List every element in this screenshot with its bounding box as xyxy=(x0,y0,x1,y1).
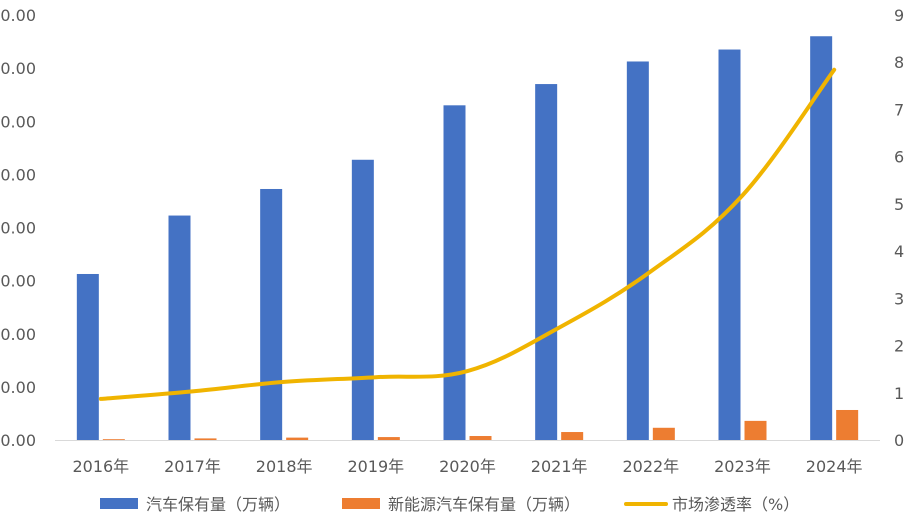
vehicle-total-bar xyxy=(719,50,741,440)
nev-bar xyxy=(378,437,400,440)
x-axis-tick-label: 2020年 xyxy=(439,457,496,476)
vehicle-total-bar xyxy=(352,160,374,440)
vehicle-total-bar xyxy=(535,84,557,440)
vehicle-total-bar xyxy=(260,189,282,440)
left-axis-tick-label: 140.00 xyxy=(0,59,36,78)
legend-swatch xyxy=(342,498,380,509)
nev-bar xyxy=(745,421,767,440)
nev-bar xyxy=(103,439,125,440)
legend-label: 市场渗透率（%） xyxy=(672,495,799,514)
right-axis-tick-label: 9 xyxy=(894,6,904,25)
legend-item: 新能源汽车保有量（万辆） xyxy=(342,495,580,514)
left-axis-tick-label: 80.00 xyxy=(0,219,36,238)
right-axis-tick-label: 1 xyxy=(894,384,904,403)
legend-label: 新能源汽车保有量（万辆） xyxy=(388,495,580,514)
left-axis-tick-label: 60.00 xyxy=(0,272,36,291)
right-axis-tick-label: 3 xyxy=(894,289,904,308)
legend-item: 市场渗透率（%） xyxy=(626,495,799,514)
x-axis-tick-label: 2017年 xyxy=(164,457,221,476)
left-axis-tick-label: 120.00 xyxy=(0,112,36,131)
right-axis-tick-label: 0 xyxy=(894,431,904,450)
x-axis-tick-label: 2022年 xyxy=(622,457,679,476)
x-axis-tick-label: 2019年 xyxy=(347,457,404,476)
vehicle-total-bar xyxy=(169,216,191,440)
left-axis-ticks: 0.00 20.00 40.00 60.00 80.00 100.00 120.00 140.… xyxy=(0,6,36,450)
left-axis-tick-label: 100.00 xyxy=(0,165,36,184)
legend: 汽车保有量（万辆） 新能源汽车保有量（万辆） 市场渗透率（%） xyxy=(100,495,799,514)
x-axis-tick-label: 2016年 xyxy=(72,457,129,476)
right-axis-ticks: 0 1 2 3 4 5 6 7 8 9 xyxy=(894,6,904,450)
nev-bar xyxy=(561,432,583,440)
x-axis-tick-label: 2024年 xyxy=(806,457,863,476)
legend-label: 汽车保有量（万辆） xyxy=(146,495,290,514)
legend-item: 汽车保有量（万辆） xyxy=(100,495,290,514)
vehicle-total-bar xyxy=(77,274,99,440)
nev-bar xyxy=(286,438,308,440)
right-axis-tick-label: 4 xyxy=(894,242,904,261)
right-axis-tick-label: 5 xyxy=(894,195,904,214)
right-axis-tick-label: 7 xyxy=(894,100,904,119)
nev-bar xyxy=(195,438,217,440)
nev-bar xyxy=(470,436,492,440)
left-axis-tick-label: 160.00 xyxy=(0,6,36,25)
right-axis-tick-label: 6 xyxy=(894,148,904,167)
left-axis-tick-label: 0.00 xyxy=(0,431,36,450)
x-axis-ticks: 2016年 2017年 2018年 2019年 2020年 2021年 2022年 2023年… xyxy=(72,457,862,476)
right-axis-tick-label: 2 xyxy=(894,337,904,356)
nev-bar xyxy=(653,428,675,440)
left-axis-tick-label: 40.00 xyxy=(0,325,36,344)
nev-bar xyxy=(836,410,858,440)
x-axis-tick-label: 2023年 xyxy=(714,457,771,476)
x-axis-tick-label: 2021年 xyxy=(531,457,588,476)
x-axis-tick-label: 2018年 xyxy=(256,457,313,476)
bar-marks xyxy=(77,36,858,440)
left-axis-tick-label: 20.00 xyxy=(0,378,36,397)
right-axis-tick-label: 8 xyxy=(894,53,904,72)
legend-swatch xyxy=(100,498,138,509)
vehicle-total-bar xyxy=(444,105,466,440)
vehicle-total-bar xyxy=(627,61,649,440)
